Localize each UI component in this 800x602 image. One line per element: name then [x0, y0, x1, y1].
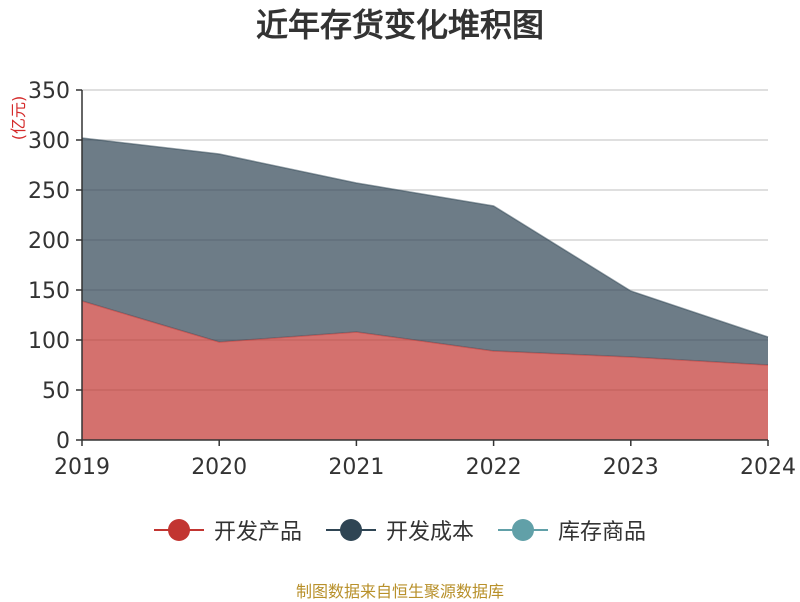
- x-tick-label: 2023: [603, 455, 659, 480]
- legend-dot: [512, 519, 534, 541]
- legend-item[interactable]: 开发成本: [325, 514, 474, 546]
- legend-marker-icon: [498, 517, 548, 543]
- y-tick-label: 50: [42, 379, 70, 404]
- y-axis-unit-label: (亿元): [9, 96, 28, 141]
- y-tick-label: 200: [28, 229, 70, 254]
- y-tick-labels: 0 50 100 150 200 250 300 350: [28, 79, 70, 454]
- legend: 开发产品 开发成本 库存商品: [0, 514, 800, 546]
- x-tick-label: 2021: [328, 455, 384, 480]
- legend-marker-icon: [325, 517, 376, 543]
- y-tick-label: 250: [28, 179, 70, 204]
- y-tick-label: 0: [56, 429, 70, 454]
- chart-title: 近年存货变化堆积图: [255, 6, 544, 44]
- x-tick-label: 2019: [54, 455, 110, 480]
- legend-label: 库存商品: [558, 520, 647, 545]
- y-tick-label: 150: [28, 279, 70, 304]
- area-series: [82, 301, 768, 440]
- y-tick-label: 100: [28, 329, 70, 354]
- y-tick-label: 350: [28, 79, 70, 104]
- legend-item[interactable]: 开发产品: [153, 514, 302, 546]
- axes: [76, 89, 769, 446]
- legend-label: 开发产品: [213, 520, 302, 545]
- source-note: 制图数据来自恒生聚源数据库: [295, 582, 504, 601]
- legend-dot: [167, 519, 190, 541]
- x-tick-label: 2022: [466, 455, 522, 480]
- legend-marker-icon: [153, 517, 204, 543]
- legend-label: 开发成本: [385, 520, 474, 545]
- x-tick-label: 2020: [191, 455, 247, 480]
- stacked-areas: [81, 137, 769, 440]
- area-series: [82, 138, 768, 365]
- legend-item[interactable]: 库存商品: [498, 514, 646, 546]
- legend-dot: [339, 519, 362, 541]
- x-tick-labels: 2019 2020 2021 2022 2023 2024: [54, 455, 796, 480]
- y-tick-label: 300: [28, 129, 70, 154]
- series-line: [81, 137, 769, 338]
- x-tick-label: 2024: [740, 455, 796, 480]
